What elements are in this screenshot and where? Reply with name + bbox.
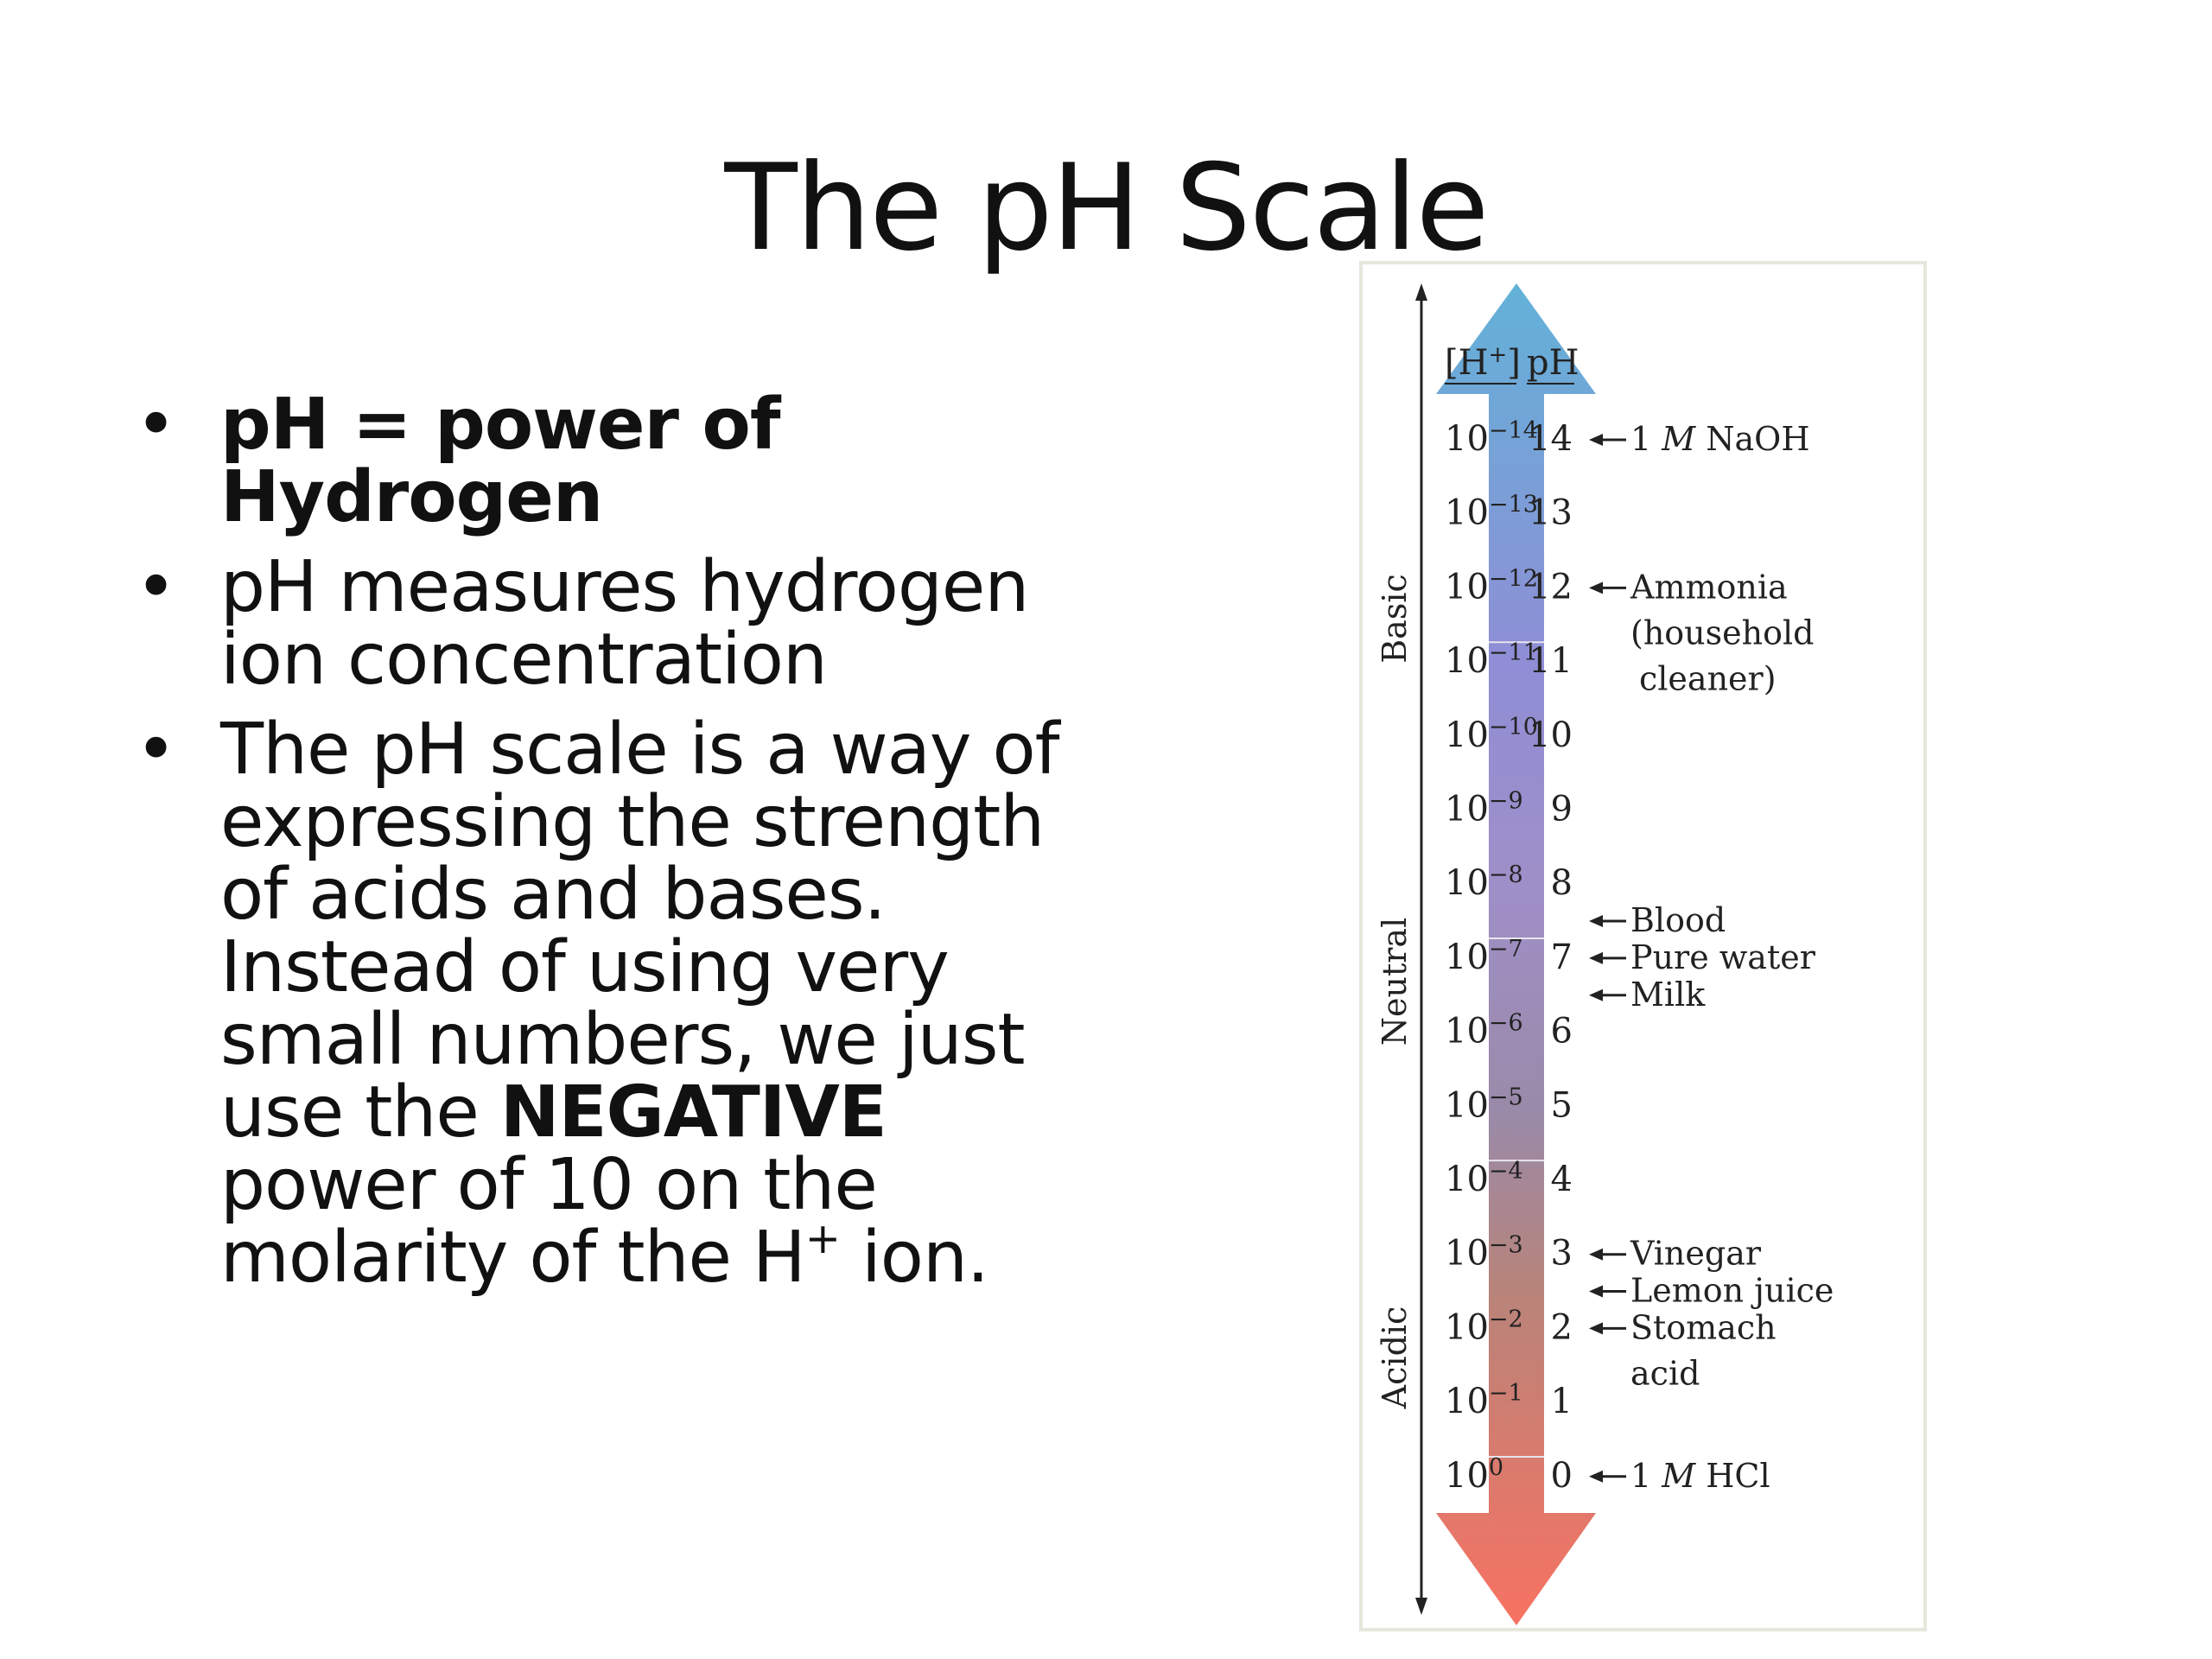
pointer-arrow-icon <box>1589 1322 1603 1335</box>
bullet-text: The pH scale is a way of expressing the … <box>220 709 1060 1154</box>
ph-value: 0 <box>1551 1456 1573 1496</box>
ph-value: 7 <box>1551 938 1573 977</box>
bullet-emphasis: NEGATIVE <box>499 1071 887 1154</box>
h-concentration-value: 10−10 <box>1445 714 1538 755</box>
h-concentration-value: 10−3 <box>1445 1232 1523 1274</box>
ph-gradient-arrow <box>1436 283 1596 1625</box>
pointer-arrow-icon <box>1589 951 1603 964</box>
pointer-arrow-icon <box>1589 988 1603 1001</box>
axis-arrow-up-icon <box>1415 283 1427 301</box>
substance-label: Pure water <box>1630 938 1816 976</box>
bullet-list: • pH = power of Hydrogen • pH measures h… <box>130 389 1097 1312</box>
h-concentration-value: 10−7 <box>1445 936 1523 977</box>
ph-value: 10 <box>1529 715 1573 755</box>
pointer-arrow-icon <box>1589 1285 1603 1298</box>
bullet-marker: • <box>135 709 176 791</box>
h-concentration-value: 10−5 <box>1445 1084 1523 1125</box>
bullet-text: power of 10 on the molarity of the H <box>220 1144 878 1299</box>
slide-title: The pH Scale <box>724 138 1489 277</box>
bullet-text-bold: pH = power of Hydrogen <box>220 384 781 538</box>
h-concentration-value: 10−12 <box>1445 565 1538 607</box>
substance-label: 1 M HCl <box>1630 1457 1770 1495</box>
header-ph: pH <box>1527 343 1580 383</box>
substance-label: Ammonia <box>1630 568 1788 606</box>
ph-value: 1 <box>1551 1382 1573 1421</box>
ph-value: 13 <box>1529 493 1573 533</box>
pointer-arrow-icon <box>1589 434 1603 446</box>
substance-label: acid <box>1630 1354 1700 1392</box>
bullet-item: • The pH scale is a way of expressing th… <box>130 714 1097 1294</box>
substance-label: (household <box>1630 613 1814 652</box>
substance-label: Blood <box>1630 901 1726 939</box>
h-concentration-value: 10−13 <box>1445 492 1538 533</box>
ph-value: 8 <box>1551 863 1573 903</box>
ph-value: 2 <box>1551 1307 1573 1347</box>
axis-arrow-down-icon <box>1415 1598 1427 1615</box>
ph-value: 14 <box>1529 419 1573 459</box>
h-concentration-value: 10−11 <box>1445 639 1538 681</box>
ph-value: 6 <box>1551 1012 1573 1052</box>
ph-value: 11 <box>1529 641 1573 681</box>
h-concentration-value: 10−4 <box>1445 1158 1523 1199</box>
bullet-text: ion. <box>839 1217 989 1299</box>
header-h-concentration: [H+] <box>1445 342 1521 383</box>
basic-label: Basic <box>1376 574 1414 664</box>
h-concentration-value: 10−14 <box>1445 417 1538 459</box>
bullet-item: • pH measures hydrogen ion concentration <box>130 551 1097 696</box>
bullet-marker: • <box>135 546 176 628</box>
bullet-item: • pH = power of Hydrogen <box>130 389 1097 534</box>
superscript-plus: + <box>804 1212 841 1263</box>
h-concentration-value: 10−9 <box>1445 788 1523 830</box>
ph-scale-figure: Basic Neutral Acidic [H+] pH 10−14 14 10−1… <box>1359 261 1927 1631</box>
substance-label: cleaner) <box>1639 659 1777 697</box>
substance-label: Lemon juice <box>1630 1272 1834 1310</box>
substance-label: Milk <box>1630 976 1706 1014</box>
pointer-arrow-icon <box>1589 1470 1603 1483</box>
h-concentration-value: 10−6 <box>1445 1010 1523 1052</box>
ph-value: 5 <box>1551 1085 1573 1125</box>
ph-value: 3 <box>1551 1234 1573 1274</box>
bullet-marker: • <box>135 384 176 466</box>
pointer-arrow-icon <box>1589 582 1603 594</box>
h-concentration-value: 100 <box>1445 1454 1503 1496</box>
ph-value: 9 <box>1551 790 1573 830</box>
h-concentration-value: 10−1 <box>1445 1380 1523 1421</box>
acidic-label: Acidic <box>1376 1306 1414 1410</box>
neutral-label: Neutral <box>1376 918 1414 1046</box>
substance-label: Stomach <box>1630 1308 1777 1346</box>
ph-scale-diagram: Basic Neutral Acidic [H+] pH 10−141410−1… <box>1376 283 1834 1625</box>
substance-label: Vinegar <box>1630 1235 1762 1273</box>
h-concentration-value: 10−8 <box>1445 861 1523 903</box>
pointer-arrow-icon <box>1589 915 1603 928</box>
ph-value: 12 <box>1529 567 1573 607</box>
bullet-text: pH measures hydrogen ion concentration <box>220 546 1029 701</box>
h-concentration-value: 10−2 <box>1445 1306 1523 1347</box>
substance-label: 1 M NaOH <box>1630 420 1809 458</box>
ph-value: 4 <box>1551 1160 1573 1199</box>
pointer-arrow-icon <box>1589 1248 1603 1261</box>
